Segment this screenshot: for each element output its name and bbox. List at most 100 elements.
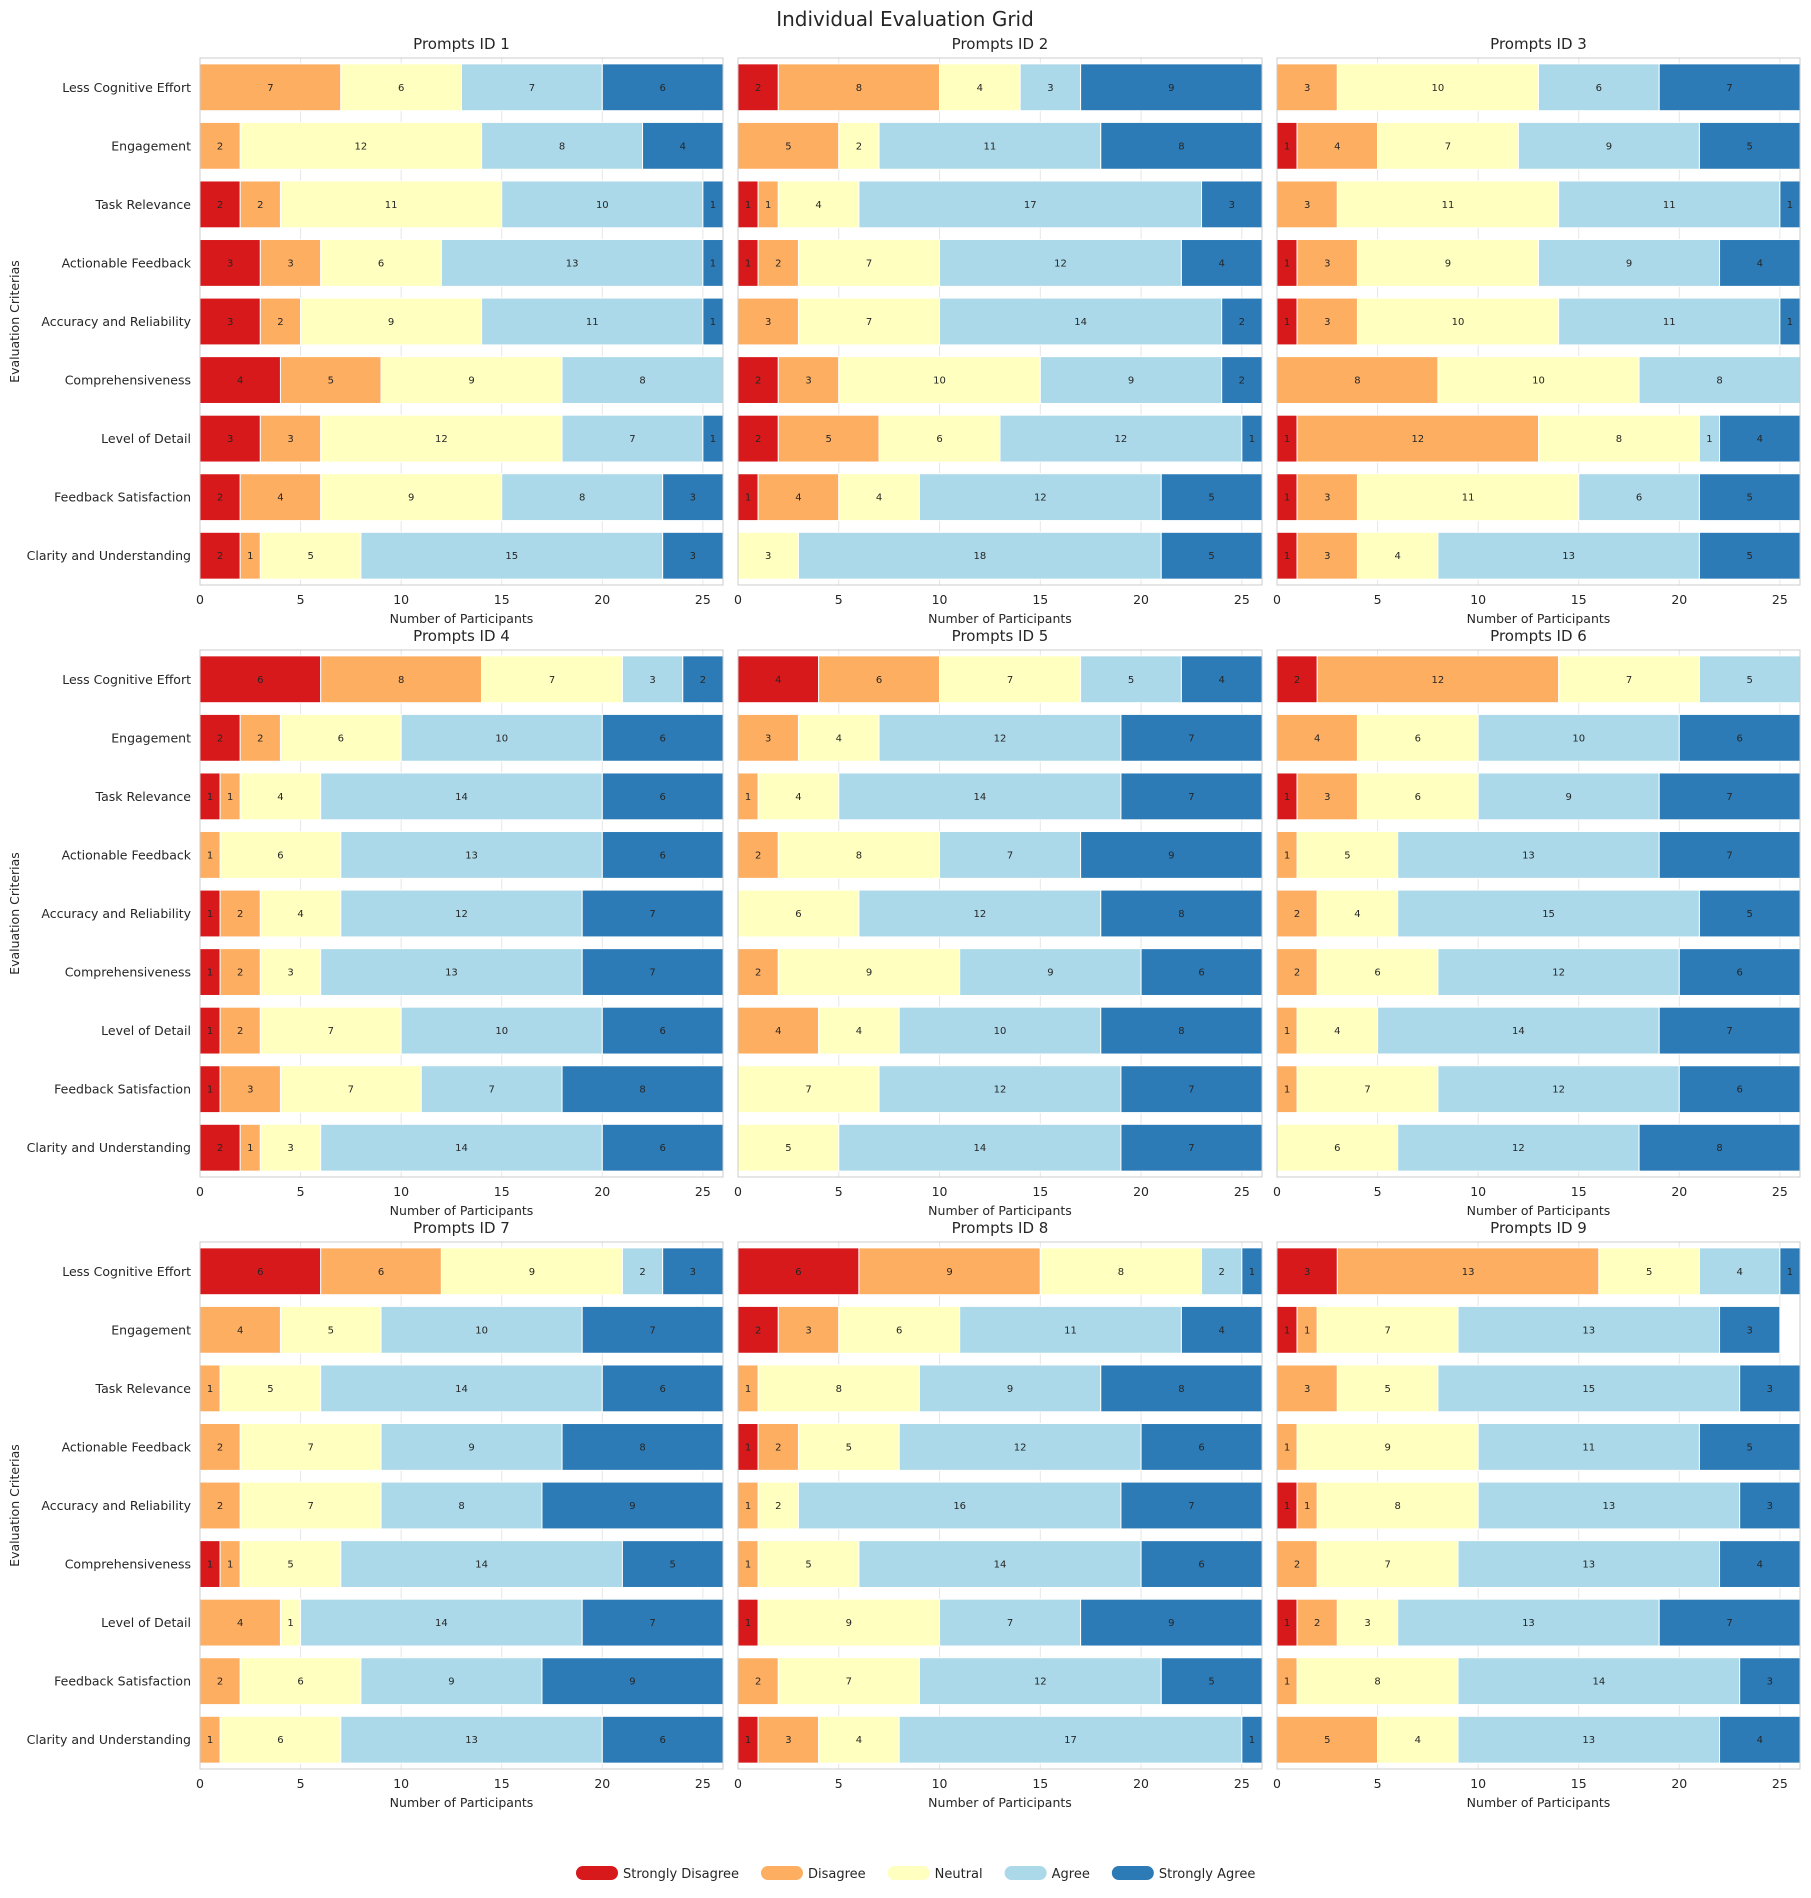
bar-segment — [918, 1657, 1162, 1706]
legend-label: Neutral — [935, 1867, 983, 1882]
bar-value-label: 8 — [1716, 376, 1722, 387]
bar-value-label: 4 — [856, 1735, 862, 1746]
bar-value-label: 7 — [1188, 1501, 1194, 1512]
bar-value-label: 14 — [1074, 317, 1087, 328]
bar-value-label: 6 — [277, 850, 283, 861]
bar-value-label: 2 — [856, 141, 862, 152]
bar-segment — [757, 473, 840, 522]
bar-value-label: 5 — [1344, 850, 1350, 861]
bar-segment — [1698, 655, 1801, 704]
bar-value-label: 7 — [1726, 1618, 1732, 1629]
bar-value-label: 3 — [1324, 551, 1330, 562]
bar-value-label: 8 — [1616, 434, 1622, 445]
bar-value-label: 7 — [307, 1442, 313, 1453]
bar-value-label: 1 — [1284, 792, 1290, 803]
bar-value-label: 11 — [385, 200, 398, 211]
chart-panel: 3 10 6 71 4 7 9 53 11 11 11 3 9 9 41 3 10 11 18 10 81 12 8 1 41 3… — [1273, 35, 1801, 626]
bar-value-label: 8 — [1395, 1501, 1401, 1512]
bar-segment — [219, 831, 342, 879]
bar-value-label: 10 — [1452, 317, 1465, 328]
y-tick-label: Level of Detail — [101, 431, 191, 446]
bar-value-label: 1 — [207, 909, 213, 920]
bar-segment — [481, 297, 704, 346]
y-axis-label: Evaluation Criterias — [7, 852, 22, 975]
x-tick-label: 0 — [196, 1184, 204, 1199]
bar-value-label: 5 — [785, 141, 791, 152]
bar-value-label: 1 — [1284, 493, 1290, 504]
bar-value-label: 8 — [639, 1442, 645, 1453]
bar-value-label: 6 — [896, 1325, 902, 1336]
bar-value-label: 6 — [876, 675, 882, 686]
legend-swatch — [1111, 1866, 1154, 1880]
legend-label: Agree — [1052, 1867, 1090, 1882]
bar-value-label: 1 — [1787, 317, 1793, 328]
bar-value-label: 12 — [994, 733, 1007, 744]
panel-title: Prompts ID 3 — [1490, 35, 1587, 53]
bar-segment — [1120, 772, 1263, 821]
bar-segment — [1120, 1481, 1263, 1530]
bar-segment — [561, 1065, 724, 1114]
x-tick-label: 5 — [1374, 1776, 1382, 1791]
bar-value-label: 4 — [237, 1618, 243, 1629]
bar-segment — [838, 473, 920, 522]
bar-segment — [199, 63, 342, 112]
bar-segment — [918, 1364, 1102, 1413]
bar-segment — [737, 655, 820, 704]
bar-segment — [777, 831, 941, 879]
bar-segment — [1437, 531, 1700, 580]
x-tick-label: 15 — [494, 592, 510, 607]
bar-value-label: 4 — [680, 141, 686, 152]
x-tick-label: 25 — [1234, 592, 1250, 607]
bar-value-label: 2 — [217, 733, 223, 744]
bar-value-label: 4 — [795, 792, 801, 803]
bar-segment — [1336, 1247, 1600, 1296]
bar-value-label: 4 — [237, 376, 243, 387]
bar-segment — [1080, 831, 1263, 879]
bar-segment — [737, 1123, 840, 1172]
bar-value-label: 9 — [946, 1267, 952, 1278]
bar-segment — [939, 655, 1082, 704]
bar-value-label: 7 — [328, 1026, 334, 1037]
bar-value-label: 1 — [247, 1143, 253, 1154]
legend: Strongly Disagree Disagree Neutral Agree Str… — [576, 1866, 1255, 1882]
legend-item: Strongly Agree — [1111, 1866, 1255, 1882]
bar-value-label: 4 — [1395, 551, 1401, 562]
legend-item: Strongly Disagree — [576, 1866, 739, 1882]
y-tick-label: Less Cognitive Effort — [62, 80, 191, 95]
x-tick-label: 25 — [1234, 1776, 1250, 1791]
bar-segment — [320, 414, 563, 463]
x-axis-label: Number of Participants — [390, 1203, 534, 1218]
bar-segment — [757, 1481, 799, 1530]
bar-segment — [757, 772, 840, 821]
x-tick-label: 25 — [1772, 1184, 1788, 1199]
bar-segment — [1276, 1364, 1338, 1413]
bar-value-label: 3 — [1304, 1384, 1310, 1395]
bar-value-label: 3 — [1767, 1384, 1773, 1395]
bar-segment — [1080, 63, 1263, 112]
bar-value-label: 2 — [217, 1442, 223, 1453]
bar-value-label: 10 — [1532, 376, 1545, 387]
bar-value-label: 13 — [1522, 850, 1535, 861]
bar-value-label: 7 — [846, 1677, 852, 1688]
bar-segment — [601, 831, 724, 879]
bar-value-label: 2 — [755, 376, 761, 387]
bar-value-label: 4 — [1757, 258, 1763, 269]
x-tick-label: 5 — [1374, 1184, 1382, 1199]
bar-value-label: 1 — [745, 200, 751, 211]
bar-segment — [501, 473, 664, 522]
bar-value-label: 6 — [338, 733, 344, 744]
bar-value-label: 1 — [1304, 1501, 1310, 1512]
bar-segment — [1538, 414, 1700, 463]
bar-value-label: 6 — [659, 733, 665, 744]
bar-segment — [777, 414, 880, 463]
bar-value-label: 11 — [1663, 200, 1676, 211]
bar-segment — [1517, 121, 1700, 170]
bar-value-label: 5 — [287, 1560, 293, 1571]
bar-value-label: 7 — [1007, 675, 1013, 686]
bar-value-label: 9 — [629, 1677, 635, 1688]
bar-value-label: 1 — [710, 200, 716, 211]
bar-value-label: 4 — [836, 733, 842, 744]
bar-segment — [1276, 63, 1338, 112]
bar-segment — [838, 772, 1122, 821]
bar-segment — [939, 297, 1223, 346]
